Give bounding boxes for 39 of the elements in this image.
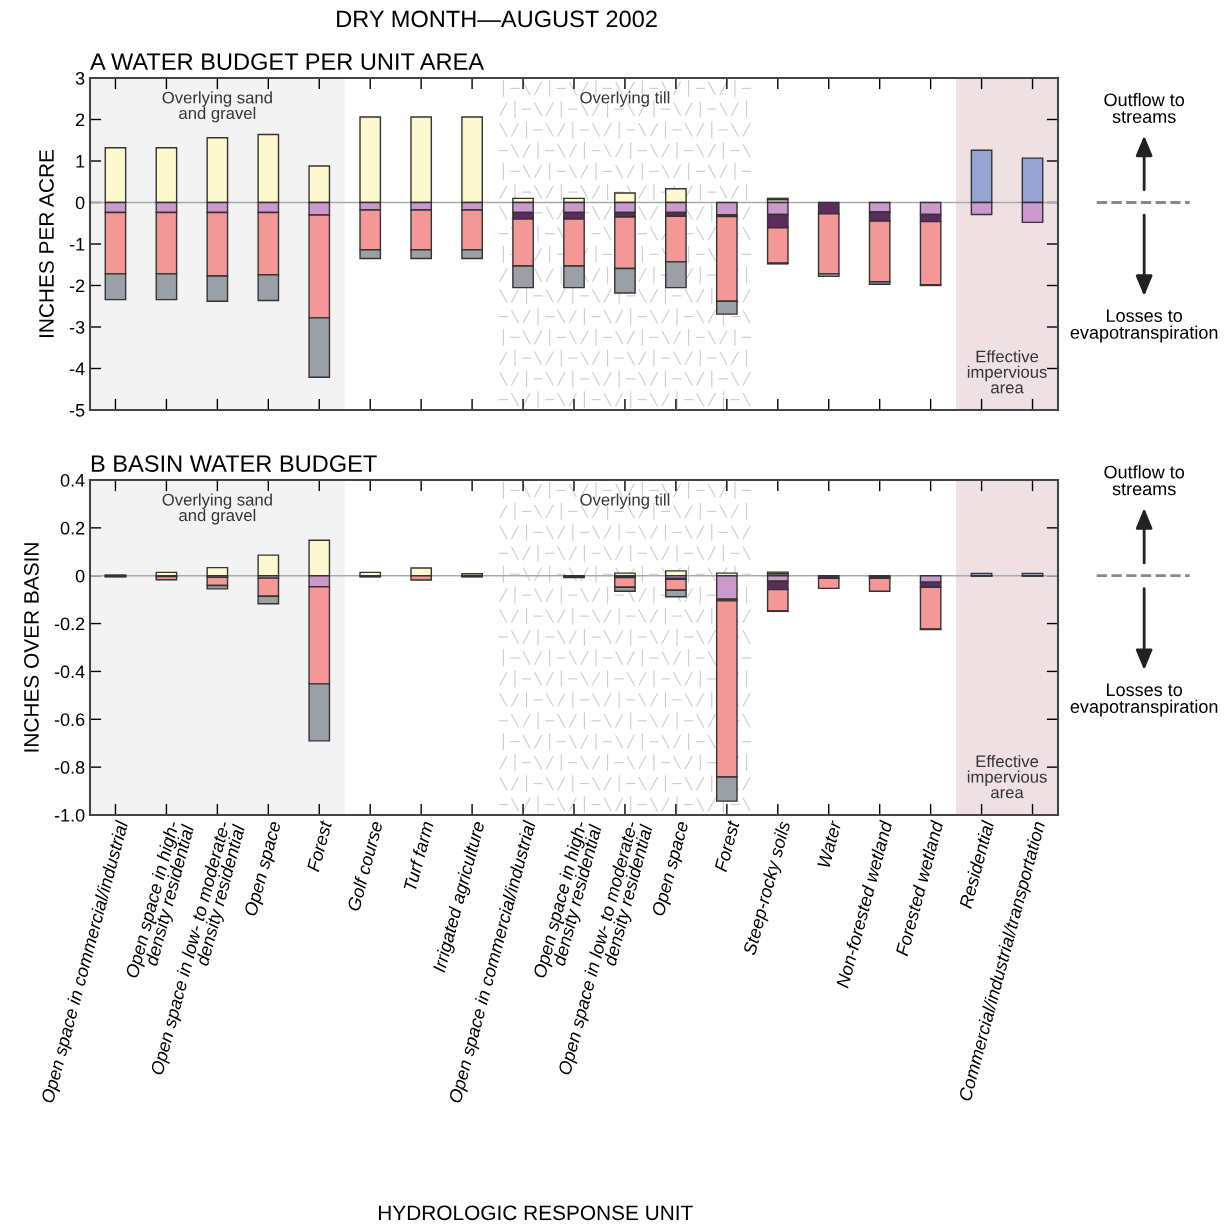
- band-label: Effective impervious area: [967, 754, 1047, 799]
- y-tick-label: 0: [75, 569, 85, 583]
- y-tick-label: 3: [75, 71, 85, 85]
- chart-subtitle: B BASIN WATER BUDGET: [91, 455, 377, 472]
- y-tick-label: -5: [69, 404, 85, 417]
- y-tick-label: -3: [69, 320, 85, 334]
- y-tick-label: -1: [69, 238, 85, 251]
- x-tick-label: Turf farm: [402, 820, 434, 892]
- band-label: Overlying sand and gravel: [162, 91, 272, 123]
- y-tick-label: 0.4: [60, 473, 85, 487]
- chart-subtitle: A WATER BUDGET PER UNIT AREA: [90, 53, 485, 71]
- y-tick-label: -0.2: [54, 617, 85, 631]
- y-tick-label: -0.6: [54, 713, 85, 727]
- annotation: Overlying till: [580, 91, 670, 107]
- x-tick-label: Forest: [714, 819, 740, 873]
- band-label: Effective impervious area: [967, 350, 1047, 394]
- y-tick-label: -0.4: [54, 665, 85, 679]
- x-tick-label: Forested wetland: [894, 819, 944, 957]
- annotation: Overlying till: [580, 493, 670, 509]
- x-tick-label: Water: [817, 819, 842, 868]
- chart-title: DRY MONTH—AUGUST 2002: [337, 10, 657, 28]
- y-tick-label: -2: [69, 279, 85, 293]
- y-tick-label: 0: [75, 196, 85, 210]
- y-tick-label: -4: [69, 362, 85, 376]
- y-axis-title: INCHES OVER BASIN: [24, 543, 39, 752]
- x-tick-label: Forest: [306, 819, 333, 873]
- x-tick-label: Open space: [651, 820, 692, 918]
- y-tick-label: -0.8: [54, 761, 85, 774]
- y-tick-label: 1: [76, 155, 85, 168]
- text: Losses to evapotranspiration: [1070, 683, 1218, 717]
- x-axis-title: HYDROLOGIC RESPONSE UNIT: [378, 1205, 693, 1221]
- text: Outflow to streams: [1104, 92, 1185, 124]
- y-axis-title: INCHES PER ACRE: [39, 149, 54, 338]
- y-tick-label: 0.2: [60, 521, 85, 535]
- text: Outflow to streams: [1104, 465, 1185, 496]
- text: Losses to evapotranspiration: [1070, 309, 1218, 343]
- y-tick-label: 2: [76, 113, 85, 127]
- x-tick-label: Golf course: [346, 820, 383, 912]
- band-label: Overlying sand and gravel: [162, 493, 272, 525]
